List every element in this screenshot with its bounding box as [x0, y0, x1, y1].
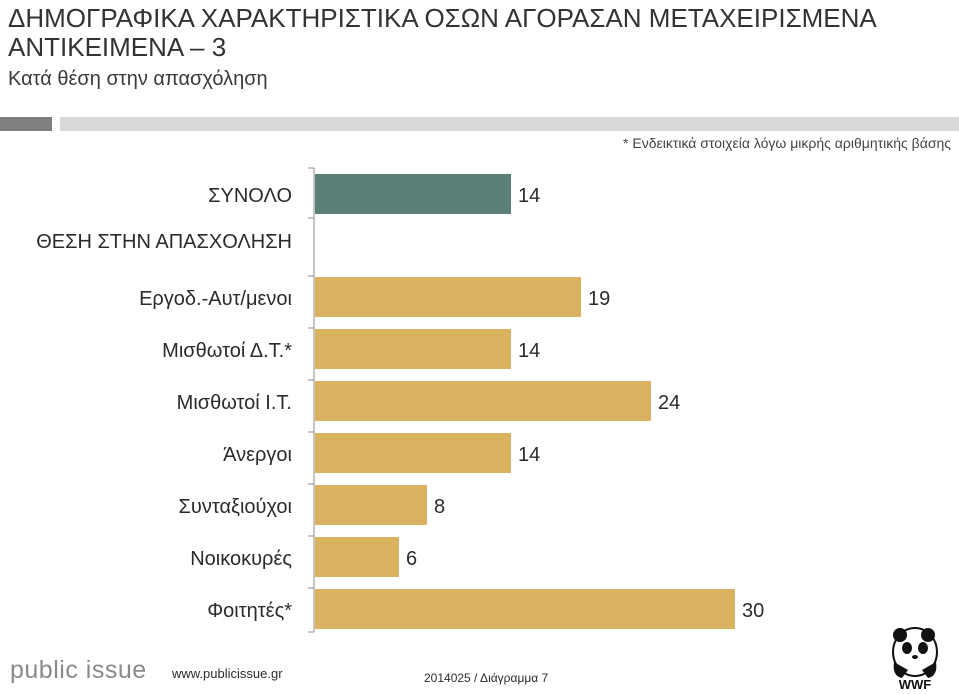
category-label: Μισθωτοί Δ.Τ.* [162, 340, 292, 362]
wwf-text: WWF [899, 677, 932, 692]
bar-1 [315, 277, 581, 317]
bar-0 [315, 174, 511, 214]
public-issue-logo: public issue [10, 656, 147, 684]
category-label: Συνταξιούχοι [179, 496, 292, 518]
section-label: ΘΕΣΗ ΣΤΗΝ ΑΠΑΣΧΟΛΗΣΗ [36, 231, 292, 253]
category-label: Μισθωτοί Ι.Τ. [177, 392, 292, 414]
category-label: Νοικοκυρές [190, 548, 292, 570]
value-label: 14 [518, 185, 540, 207]
category-label: Φοιτητές* [207, 600, 292, 622]
bar-chart: ΘΕΣΗ ΣΤΗΝ ΑΠΑΣΧΟΛΗΣΗ ΣΥΝΟΛΟ 14 Εργοδ.-Αυτ/μ… [36, 167, 764, 633]
bar-4 [315, 433, 511, 473]
bar-2 [315, 329, 511, 369]
title-line-1: ΔΗΜΟΓΡΑΦΙΚΑ ΧΑΡΑΚΤΗΡΙΣΤΙΚΑ ΟΣΩΝ ΑΓΟΡΑΣΑΝ… [8, 3, 877, 33]
header-band-light [60, 117, 959, 131]
chart-bars-layer [315, 174, 735, 629]
category-label: Άνεργοι [223, 444, 292, 466]
value-label: 6 [406, 548, 417, 570]
chart-axis-layer [308, 167, 315, 633]
value-label: 8 [434, 496, 445, 518]
footer-url: www.publicissue.gr [172, 666, 283, 681]
value-label: 14 [518, 340, 540, 362]
value-label: 24 [658, 392, 680, 414]
value-label: 30 [742, 600, 764, 622]
category-label: ΣΥΝΟΛΟ [208, 185, 292, 207]
small-base-note: * Ενδεικτικά στοιχεία λόγω μικρής αριθμη… [623, 135, 951, 151]
bar-3 [315, 381, 651, 421]
footer-chart-code: 2014025 / Διάγραμμα 7 [424, 671, 549, 685]
page-subtitle: Κατά θέση στην απασχόληση [8, 68, 268, 90]
bar-7 [315, 589, 735, 629]
bar-5 [315, 485, 427, 525]
wwf-panda-logo: WWF [886, 626, 944, 692]
category-label: Εργοδ.-Αυτ/μενοι [139, 288, 292, 310]
value-label: 14 [518, 444, 540, 466]
chart-labels-layer: ΘΕΣΗ ΣΤΗΝ ΑΠΑΣΧΟΛΗΣΗ ΣΥΝΟΛΟ 14 Εργοδ.-Αυτ/μ… [36, 185, 764, 622]
header-band-dark [0, 117, 52, 131]
value-label: 19 [588, 288, 610, 310]
title-line-2: ΑΝΤΙΚΕΙΜΕΝΑ – 3 [8, 32, 227, 62]
bar-6 [315, 537, 399, 577]
page-title: ΔΗΜΟΓΡΑΦΙΚΑ ΧΑΡΑΚΤΗΡΙΣΤΙΚΑ ΟΣΩΝ ΑΓΟΡΑΣΑΝ… [8, 4, 877, 62]
